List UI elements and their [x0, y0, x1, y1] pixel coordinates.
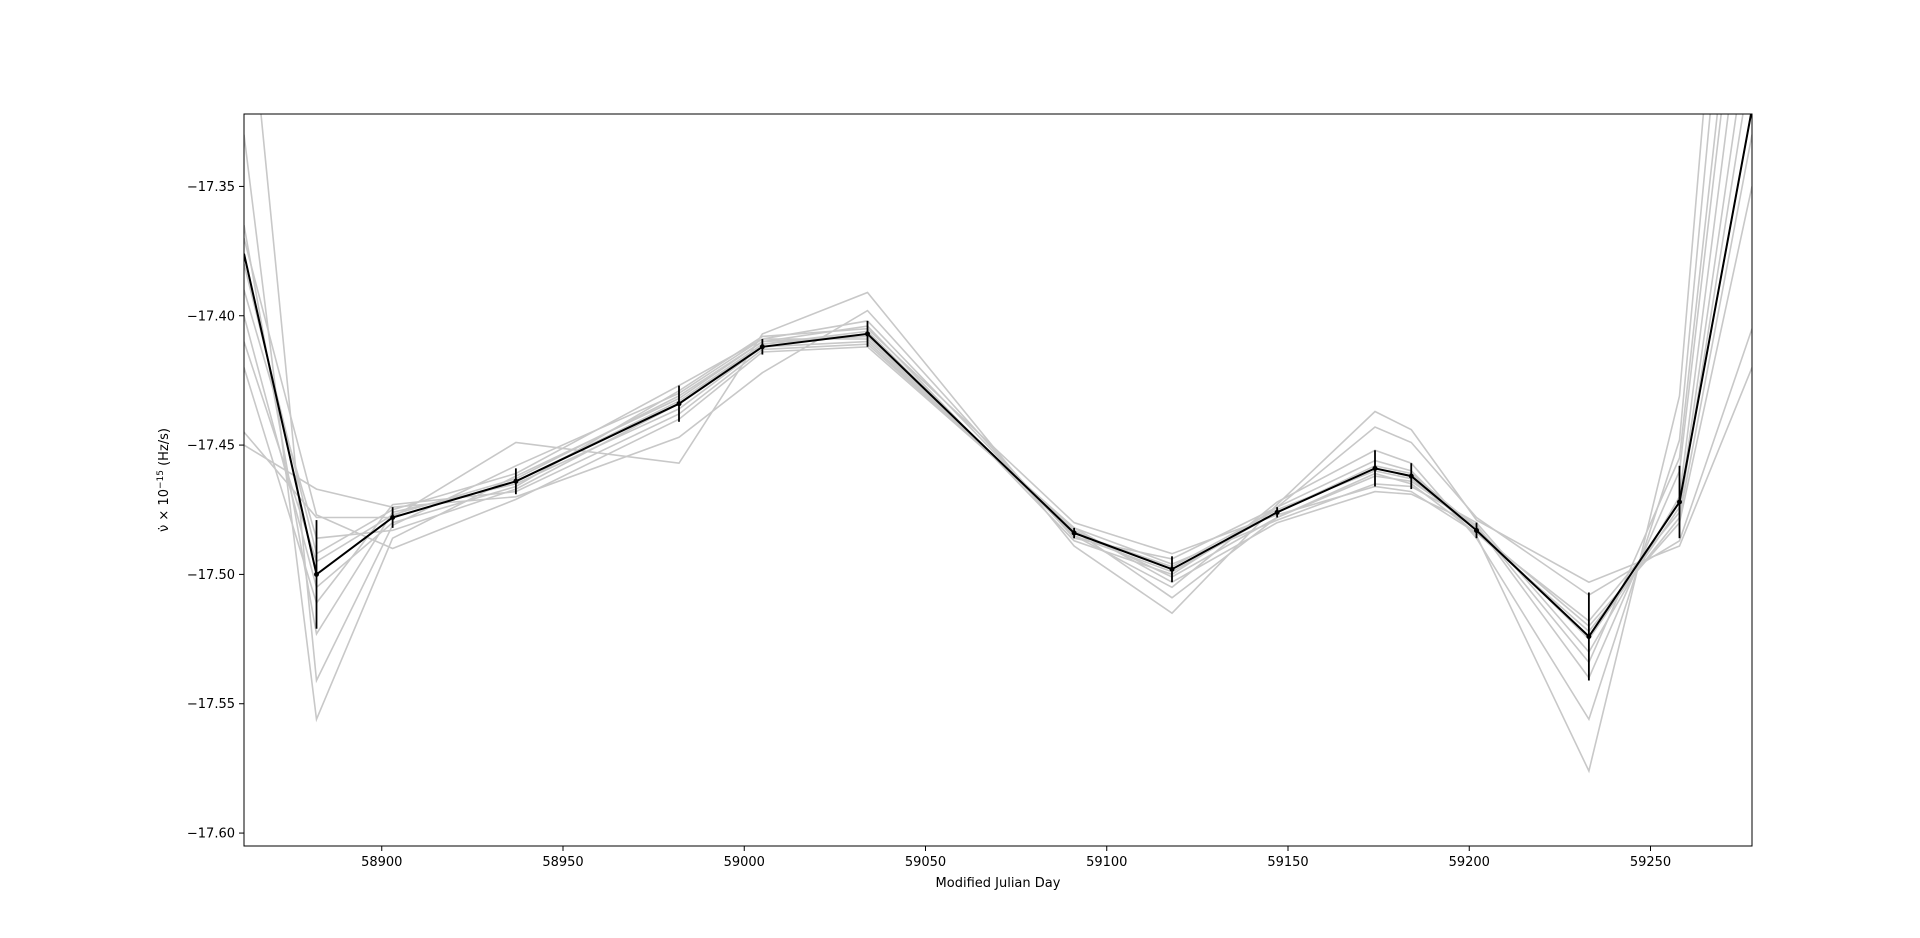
realization-line-11 [244, 134, 1752, 633]
x-tick-label: 59250 [1630, 855, 1671, 870]
y-axis-label: ν̇ × 10−15 (Hz/s) [156, 428, 172, 532]
data-point [513, 478, 519, 484]
data-point [1372, 465, 1378, 471]
realization-line-6 [244, 291, 1752, 615]
realization-lines [244, 114, 1752, 774]
data-point [1677, 499, 1682, 505]
main-series-line [244, 114, 1752, 639]
y-tick-label: −17.50 [187, 568, 235, 583]
x-tick-label: 58950 [542, 855, 583, 870]
data-point [865, 331, 870, 337]
data-point [390, 515, 396, 521]
y-tick-label: −17.55 [187, 697, 235, 712]
realization-line-4 [244, 114, 1719, 664]
x-tick-label: 59150 [1267, 855, 1308, 870]
realization-line-1 [244, 114, 1752, 638]
y-tick-label: −17.35 [187, 180, 235, 195]
realization-line-12 [244, 114, 1722, 680]
data-point [1474, 527, 1479, 533]
y-tick-label: −17.40 [187, 309, 235, 324]
main-series-layer [244, 114, 1752, 681]
x-tick-label: 58900 [361, 855, 402, 870]
realization-line-8 [244, 114, 1744, 623]
data-point [1586, 633, 1592, 639]
plot-frame [243, 113, 1753, 847]
y-tick-label: −17.60 [187, 827, 235, 842]
realization-line-10 [244, 114, 1738, 641]
y-tick-label: −17.45 [187, 439, 235, 454]
realization-line-2 [244, 114, 1705, 774]
x-tick-label: 59100 [1086, 855, 1127, 870]
realization-line-5 [244, 114, 1730, 654]
y-axis-label-post: (Hz/s) [157, 428, 172, 470]
x-tick-label: 59000 [724, 855, 765, 870]
data-point [1408, 473, 1414, 479]
x-axis-label: Modified Julian Day [936, 876, 1061, 891]
data-point [314, 571, 319, 577]
y-axis: −17.35 −17.40 −17.45 −17.50 −17.55 −17.60 [187, 180, 244, 842]
x-tick-label: 59200 [1449, 855, 1490, 870]
data-point [1274, 509, 1280, 515]
x-axis: 58900 58950 59000 59050 59100 59150 59200 59250 [361, 846, 1671, 870]
y-axis-label-sup: −15 [156, 470, 166, 489]
data-point [1071, 530, 1077, 536]
realization-line-7 [244, 309, 1752, 597]
realization-line-3 [260, 114, 1711, 722]
x-tick-label: 59050 [905, 855, 946, 870]
data-point [676, 401, 682, 407]
realization-line-9 [244, 186, 1752, 628]
y-axis-label-pre: ν̇ × 10 [157, 489, 172, 532]
data-point [759, 344, 765, 350]
data-point [1169, 566, 1175, 572]
